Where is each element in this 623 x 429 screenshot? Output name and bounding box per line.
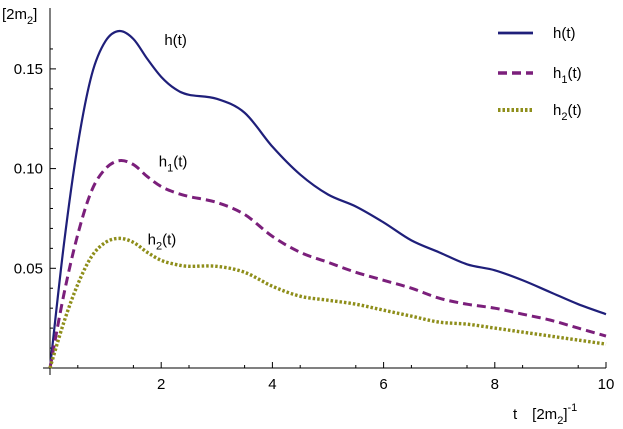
series-h1-line bbox=[48, 158, 607, 369]
annotation-h2: h2(t) bbox=[148, 231, 177, 252]
y-tick-label: 0.10 bbox=[14, 161, 43, 178]
x-tick-label: 2 bbox=[157, 376, 165, 393]
axes: 2 4 6 8 10 0.05 0.10 0.15 [2m2] t [2m2]-1 bbox=[2, 6, 614, 427]
legend: h(t) h1(t) h2(t) bbox=[498, 25, 582, 123]
x-axis-label: t [2m2]-1 bbox=[513, 402, 577, 427]
series-h2-line bbox=[48, 236, 607, 369]
x-tick-label: 4 bbox=[268, 376, 276, 393]
y-tick-label: 0.05 bbox=[14, 260, 43, 277]
annotations: h(t) h1(t) h2(t) bbox=[148, 32, 188, 252]
x-tick-label: 10 bbox=[598, 376, 615, 393]
legend-label-h: h(t) bbox=[553, 25, 576, 42]
annotation-h1: h1(t) bbox=[159, 154, 188, 175]
x-tick-label: 8 bbox=[491, 376, 499, 393]
legend-label-h2: h2(t) bbox=[553, 102, 582, 123]
x-tick-label: 6 bbox=[379, 376, 387, 393]
series-h-line bbox=[48, 29, 607, 369]
annotation-h: h(t) bbox=[164, 32, 187, 49]
y-axis-label: [2m2] bbox=[2, 6, 37, 27]
y-tick-label: 0.15 bbox=[14, 61, 43, 78]
curves bbox=[48, 29, 607, 369]
legend-label-h1: h1(t) bbox=[553, 65, 582, 86]
